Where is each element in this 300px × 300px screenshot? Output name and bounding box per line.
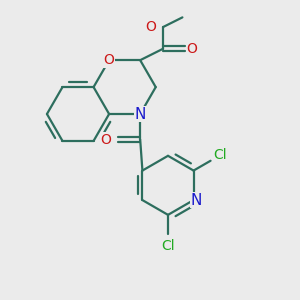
Text: Cl: Cl	[214, 148, 227, 162]
Text: O: O	[100, 133, 111, 146]
Text: Cl: Cl	[161, 239, 175, 253]
Text: N: N	[190, 193, 202, 208]
Text: N: N	[134, 106, 146, 122]
Text: O: O	[145, 20, 156, 34]
Text: O: O	[187, 42, 197, 56]
Text: O: O	[104, 53, 115, 67]
